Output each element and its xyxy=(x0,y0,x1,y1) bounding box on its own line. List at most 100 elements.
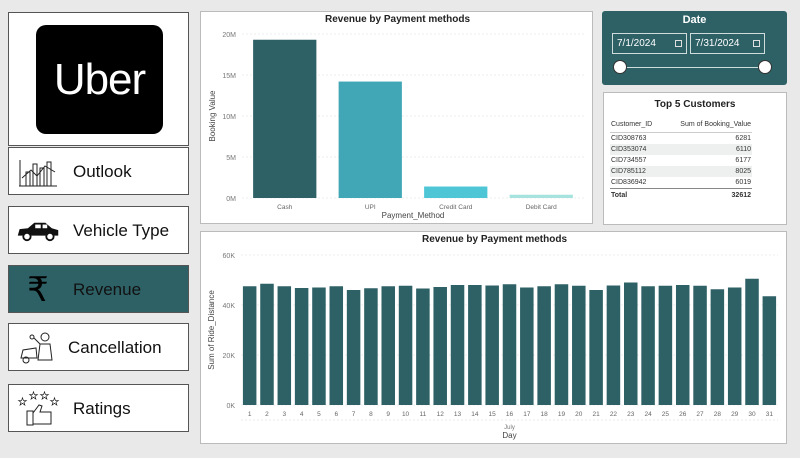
x-tick-label: 20 xyxy=(575,411,583,418)
x-tick-label: 8 xyxy=(369,411,373,418)
x-tick-label: 19 xyxy=(558,411,566,418)
x-tick-label: 22 xyxy=(610,411,618,418)
x-tick-label: 10 xyxy=(402,411,410,418)
svg-text:★: ★ xyxy=(29,391,38,402)
chart-icon xyxy=(15,153,61,191)
bar[interactable] xyxy=(329,286,344,405)
customer-id-cell: CID308763 xyxy=(611,135,647,142)
total-label: Total xyxy=(610,188,663,201)
x-tick-label: 11 xyxy=(420,411,427,418)
bar[interactable] xyxy=(537,286,551,405)
nav-item-cancellation[interactable]: Cancellation xyxy=(8,323,189,371)
y-tick-label: 20K xyxy=(223,353,236,360)
x-tick-label: 5 xyxy=(317,411,321,418)
bar[interactable] xyxy=(450,285,465,405)
x-tick-label: Credit Card xyxy=(439,204,473,211)
x-axis-label: Day xyxy=(502,431,516,440)
bar[interactable] xyxy=(624,282,638,406)
chart-title: Revenue by Payment methods xyxy=(325,14,470,25)
bar[interactable] xyxy=(364,288,378,405)
bar[interactable] xyxy=(572,285,586,405)
date-slicer-title: Date xyxy=(682,14,707,26)
x-tick-label: 3 xyxy=(282,411,286,418)
y-axis-label: Sum of Ride_Distance xyxy=(207,290,216,370)
y-tick-label: 15M xyxy=(222,73,236,80)
bar[interactable] xyxy=(762,296,777,405)
x-tick-label: Cash xyxy=(277,204,293,211)
bar[interactable] xyxy=(485,285,499,406)
total-row: Total 32612 xyxy=(610,188,752,201)
uber-logo: Uber xyxy=(36,25,163,134)
bar[interactable] xyxy=(416,288,430,406)
car-icon xyxy=(15,212,61,250)
bar[interactable] xyxy=(424,186,488,198)
bar[interactable] xyxy=(554,284,569,405)
bar[interactable] xyxy=(468,285,482,405)
x-tick-label: 15 xyxy=(489,411,497,418)
start-date-handle[interactable] xyxy=(613,60,627,74)
nav-item-vehicle-type[interactable]: Vehicle Type xyxy=(8,206,189,254)
table-row: CID308763 6281 xyxy=(610,133,752,145)
start-date-input[interactable]: 7/1/2024 xyxy=(612,33,687,54)
daily-ride-distance-chart: Revenue by Payment methods 0K 20K 40K 60K Sum… xyxy=(207,234,778,440)
bar[interactable] xyxy=(745,278,759,405)
x-tick-label: 29 xyxy=(731,411,739,418)
bar[interactable] xyxy=(346,290,361,405)
nav-item-ratings[interactable]: ★ ★ ★ ★ Ratings xyxy=(8,384,189,432)
table-row: CID785112 8025 xyxy=(610,166,752,177)
calendar-icon[interactable] xyxy=(675,40,682,47)
bar[interactable] xyxy=(589,290,603,405)
bar[interactable] xyxy=(502,284,517,405)
bar[interactable] xyxy=(312,287,326,406)
bar[interactable] xyxy=(727,287,742,406)
sidebar: Uber Outlook Vehicle T xyxy=(8,12,189,432)
x-tick-label: 4 xyxy=(300,411,304,418)
bar[interactable] xyxy=(693,285,707,405)
x-tick-label: 2 xyxy=(265,411,269,418)
nav-label-vehicle-type: Vehicle Type xyxy=(73,221,170,240)
bar[interactable] xyxy=(509,194,573,198)
bar[interactable] xyxy=(242,286,257,405)
y-tick-label: 10M xyxy=(222,114,236,121)
nav-item-revenue[interactable]: ₹ Revenue xyxy=(8,265,189,313)
bar[interactable] xyxy=(260,283,274,405)
end-date-input[interactable]: 7/31/2024 xyxy=(690,33,765,54)
bar[interactable] xyxy=(253,39,317,199)
bar[interactable] xyxy=(294,288,309,405)
bar[interactable] xyxy=(606,285,621,406)
x-tick-label: UPI xyxy=(365,204,376,211)
bar[interactable] xyxy=(675,285,690,405)
thumbs-up-stars-icon: ★ ★ ★ ★ xyxy=(15,390,61,428)
x-tick-label: 26 xyxy=(679,411,687,418)
column-header[interactable]: Customer_ID xyxy=(610,119,663,133)
x-tick-label: 24 xyxy=(644,411,652,418)
date-slicer: Date 7/1/2024 7/31/2024 xyxy=(602,11,787,85)
end-date-value: 7/31/2024 xyxy=(695,38,740,49)
y-tick-label: 60K xyxy=(223,253,236,260)
table-row: CID353074 6110 xyxy=(610,144,752,155)
nav-label-outlook: Outlook xyxy=(73,162,132,181)
chart-title: Revenue by Payment methods xyxy=(422,234,567,245)
bar[interactable] xyxy=(658,285,673,405)
booking-value-cell: 8025 xyxy=(662,166,752,177)
bar[interactable] xyxy=(338,81,402,198)
calendar-icon[interactable] xyxy=(753,40,760,47)
nav-label-revenue: Revenue xyxy=(73,280,142,299)
mechanic-icon xyxy=(15,329,61,367)
nav-item-outlook[interactable]: Outlook xyxy=(8,147,189,195)
x-tick-label: 16 xyxy=(506,411,514,418)
bar[interactable] xyxy=(381,286,395,405)
bar[interactable] xyxy=(277,286,292,405)
bar[interactable] xyxy=(398,285,413,405)
bar[interactable] xyxy=(710,289,725,405)
bar[interactable] xyxy=(433,287,447,405)
column-header[interactable]: Sum of Booking_Value xyxy=(662,119,752,133)
bar[interactable] xyxy=(641,286,655,405)
y-tick-label: 20M xyxy=(222,32,236,39)
x-tick-label: 31 xyxy=(766,411,774,418)
booking-value-cell: 6019 xyxy=(735,179,751,186)
x-tick-label: 18 xyxy=(541,411,549,418)
bar[interactable] xyxy=(520,287,534,406)
x-tick-label: 25 xyxy=(662,411,670,418)
end-date-handle[interactable] xyxy=(758,60,772,74)
